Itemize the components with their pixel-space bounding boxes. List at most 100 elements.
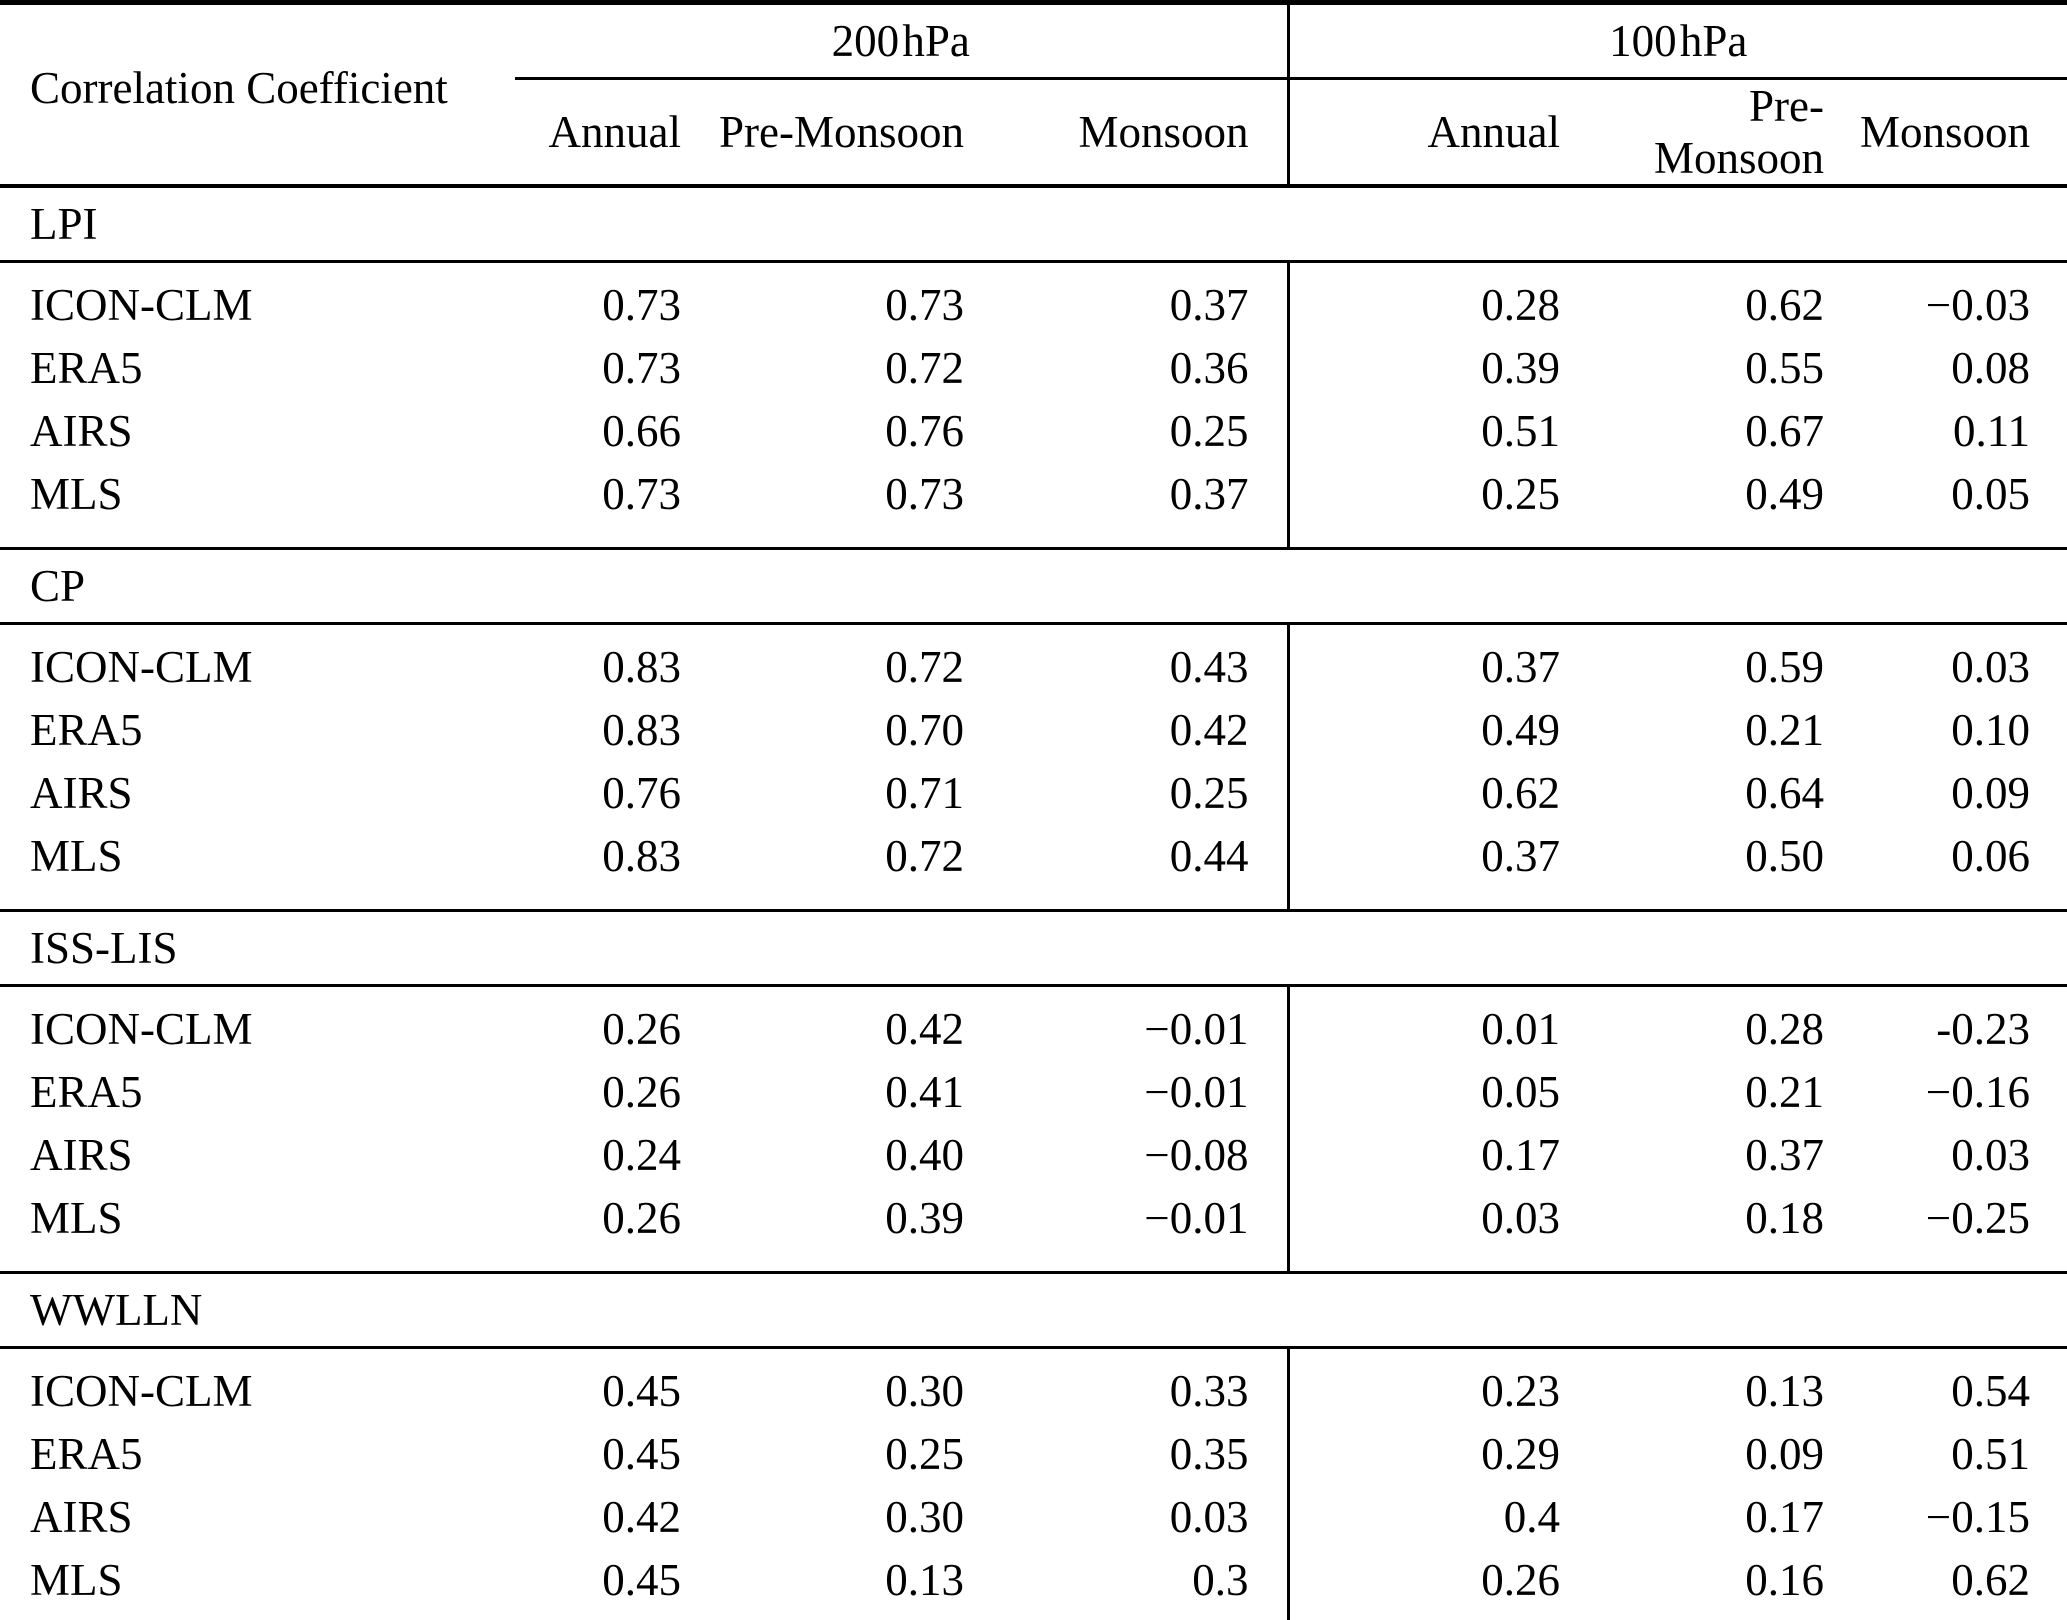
value-cell: 0.64 xyxy=(1745,767,1825,818)
table-row: ICON-CLM 0.83 0.72 0.43 0.37 0.59 0.03 xyxy=(0,623,2067,698)
value-cell: 0.17 xyxy=(1745,1491,1825,1542)
row-label: ERA5 xyxy=(30,1066,143,1117)
value-cell: 0.03 xyxy=(1951,641,2031,692)
row-label: MLS xyxy=(30,1554,123,1605)
section-label-row: ISS-LIS xyxy=(0,909,2067,987)
value-cell: 0.11 xyxy=(1952,405,2031,456)
row-label: AIRS xyxy=(30,1129,133,1180)
value-cell: 0.44 xyxy=(970,824,1290,911)
value-cell: 0.06 xyxy=(1951,830,2031,881)
row-label: AIRS xyxy=(30,1491,133,1542)
section-label: LPI xyxy=(0,184,2067,263)
table-row: AIRS 0.42 0.30 0.03 0.4 0.17 −0.15 xyxy=(0,1485,2067,1548)
row-label: ERA5 xyxy=(30,704,143,755)
value-cell: 0.08 xyxy=(1951,342,2031,393)
col-header-200-annual: Annual xyxy=(515,78,685,188)
value-cell: 0.45 xyxy=(602,1365,681,1416)
value-cell: 0.37 xyxy=(970,261,1290,336)
value-cell: 0.36 xyxy=(970,336,1290,399)
table-row: AIRS 0.66 0.76 0.25 0.51 0.67 0.11 xyxy=(0,399,2067,462)
value-cell: −0.16 xyxy=(1925,1066,2031,1117)
value-cell: 0.26 xyxy=(602,1192,681,1243)
table-row: ICON-CLM 0.73 0.73 0.37 0.28 0.62 −0.03 xyxy=(0,261,2067,336)
value-cell: 0.03 xyxy=(1481,1192,1561,1243)
value-cell: 0.73 xyxy=(602,342,681,393)
table-row: MLS 0.45 0.13 0.3 0.26 0.16 0.62 xyxy=(0,1548,2067,1620)
value-cell: 0.3 xyxy=(970,1548,1290,1620)
value-cell: 0.41 xyxy=(885,1066,964,1117)
value-cell: 0.76 xyxy=(885,405,964,456)
value-cell: 0.13 xyxy=(885,1554,964,1605)
section-lpi: LPI ICON-CLM 0.73 0.73 0.37 0.28 0.62 −0.03 ERA5… xyxy=(0,184,2067,549)
table-row: ICON-CLM 0.26 0.42 −0.01 0.01 0.28 -0.23 xyxy=(0,985,2067,1060)
value-cell: 0.10 xyxy=(1951,704,2031,755)
value-cell: 0.26 xyxy=(1481,1554,1561,1605)
value-cell: 0.42 xyxy=(885,1003,964,1054)
value-cell: −0.01 xyxy=(970,1186,1290,1273)
value-cell: 0.72 xyxy=(885,342,964,393)
value-cell: 0.45 xyxy=(602,1554,681,1605)
value-cell: −0.08 xyxy=(970,1123,1290,1186)
value-cell: 0.25 xyxy=(970,761,1290,824)
value-cell: −0.25 xyxy=(1925,1192,2031,1243)
value-cell: 0.42 xyxy=(970,698,1290,761)
corner-header: Correlation Coefficient xyxy=(0,2,515,188)
value-cell: 0.42 xyxy=(602,1491,681,1542)
col-header-200-monsoon: Monsoon xyxy=(970,78,1290,188)
table-row: AIRS 0.76 0.71 0.25 0.62 0.64 0.09 xyxy=(0,761,2067,824)
value-cell: 0.18 xyxy=(1745,1192,1825,1243)
row-label: ICON-CLM xyxy=(30,1365,253,1416)
value-cell: 0.54 xyxy=(1951,1365,2031,1416)
row-label: MLS xyxy=(30,1192,123,1243)
value-cell: 0.17 xyxy=(1481,1129,1561,1180)
value-cell: 0.73 xyxy=(602,279,681,330)
value-cell: 0.4 xyxy=(1503,1491,1561,1542)
value-cell: 0.13 xyxy=(1745,1365,1825,1416)
row-label: MLS xyxy=(30,830,123,881)
value-cell: 0.30 xyxy=(885,1365,964,1416)
row-label: ICON-CLM xyxy=(30,1003,253,1054)
row-label: ICON-CLM xyxy=(30,641,253,692)
col-header-200-premonsoon: Pre-Monsoon xyxy=(685,78,970,188)
section-label-row: WWLLN xyxy=(0,1271,2067,1349)
value-cell: 0.49 xyxy=(1481,704,1561,755)
row-label: AIRS xyxy=(30,767,133,818)
value-cell: 0.49 xyxy=(1745,468,1825,519)
value-cell: 0.83 xyxy=(602,641,681,692)
row-label: ERA5 xyxy=(30,1428,143,1479)
value-cell: 0.39 xyxy=(885,1192,964,1243)
table-row: AIRS 0.24 0.40 −0.08 0.17 0.37 0.03 xyxy=(0,1123,2067,1186)
value-cell: 0.43 xyxy=(970,623,1290,698)
value-cell: 0.09 xyxy=(1745,1428,1825,1479)
section-label: WWLLN xyxy=(0,1271,2067,1349)
table-row: MLS 0.73 0.73 0.37 0.25 0.49 0.05 xyxy=(0,462,2067,549)
value-cell: 0.30 xyxy=(885,1491,964,1542)
row-label: ERA5 xyxy=(30,342,143,393)
value-cell: 0.28 xyxy=(1745,1003,1825,1054)
group-header-200hpa: 200 hPa xyxy=(515,2,1290,80)
value-cell: 0.71 xyxy=(885,767,964,818)
value-cell: 0.03 xyxy=(970,1485,1290,1548)
section-label: CP xyxy=(0,547,2067,625)
value-cell: 0.03 xyxy=(1951,1129,2031,1180)
value-cell: 0.25 xyxy=(885,1428,964,1479)
table-row: ERA5 0.73 0.72 0.36 0.39 0.55 0.08 xyxy=(0,336,2067,399)
value-cell: 0.26 xyxy=(602,1003,681,1054)
value-cell: 0.76 xyxy=(602,767,681,818)
section-label-row: CP xyxy=(0,547,2067,625)
value-cell: 0.73 xyxy=(885,279,964,330)
col-header-100-annual: Annual xyxy=(1288,78,1581,188)
section-label-row: LPI xyxy=(0,184,2067,263)
value-cell: 0.25 xyxy=(1481,468,1561,519)
section-iss-lis: ISS-LIS ICON-CLM 0.26 0.42 −0.01 0.01 0.28 -0.2… xyxy=(0,909,2067,1273)
value-cell: 0.67 xyxy=(1745,405,1825,456)
value-cell: 0.70 xyxy=(885,704,964,755)
value-cell: 0.37 xyxy=(1481,641,1561,692)
value-cell: 0.24 xyxy=(602,1129,681,1180)
section-label: ISS-LIS xyxy=(0,909,2067,987)
value-cell: 0.72 xyxy=(885,830,964,881)
value-cell: 0.37 xyxy=(1745,1129,1825,1180)
group-header-100hpa: 100 hPa xyxy=(1288,2,2067,80)
value-cell: 0.37 xyxy=(970,462,1290,549)
